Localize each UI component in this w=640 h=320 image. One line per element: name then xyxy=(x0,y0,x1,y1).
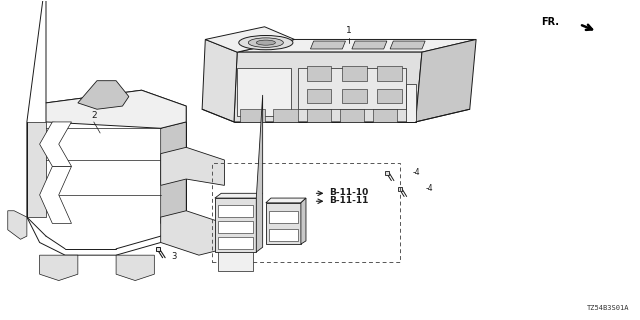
Polygon shape xyxy=(215,198,256,252)
Text: 2: 2 xyxy=(91,111,97,120)
Polygon shape xyxy=(237,39,476,52)
Ellipse shape xyxy=(256,40,275,45)
Polygon shape xyxy=(415,39,476,122)
Text: -4: -4 xyxy=(412,168,420,177)
Bar xyxy=(342,67,367,81)
Polygon shape xyxy=(46,90,186,128)
Text: TZ54B3S01A: TZ54B3S01A xyxy=(586,305,629,311)
Polygon shape xyxy=(266,203,301,244)
Polygon shape xyxy=(205,27,294,52)
Polygon shape xyxy=(390,41,425,49)
Bar xyxy=(307,89,332,103)
Polygon shape xyxy=(27,122,46,217)
Polygon shape xyxy=(298,68,406,109)
Bar xyxy=(212,163,399,261)
Polygon shape xyxy=(301,198,306,244)
Polygon shape xyxy=(237,68,291,116)
Bar xyxy=(218,237,253,249)
Text: B-11-11: B-11-11 xyxy=(330,196,369,205)
Polygon shape xyxy=(161,147,225,185)
Polygon shape xyxy=(234,52,422,122)
Bar xyxy=(269,212,298,223)
Bar xyxy=(273,109,298,122)
Polygon shape xyxy=(352,41,387,49)
Bar xyxy=(241,109,264,122)
Text: 3: 3 xyxy=(172,252,177,261)
Text: 1: 1 xyxy=(346,26,351,35)
Bar xyxy=(218,205,253,217)
Polygon shape xyxy=(161,211,225,255)
Bar xyxy=(373,109,397,122)
Polygon shape xyxy=(406,84,415,122)
Polygon shape xyxy=(202,39,237,122)
Polygon shape xyxy=(40,166,72,223)
Polygon shape xyxy=(256,95,262,252)
Polygon shape xyxy=(161,122,186,223)
Polygon shape xyxy=(215,193,262,198)
Polygon shape xyxy=(218,252,253,271)
Bar xyxy=(378,67,401,81)
Polygon shape xyxy=(116,255,154,281)
Polygon shape xyxy=(40,122,72,166)
Polygon shape xyxy=(310,41,346,49)
Bar xyxy=(269,229,298,241)
Polygon shape xyxy=(78,81,129,109)
Text: B-11-10: B-11-10 xyxy=(330,188,369,197)
Polygon shape xyxy=(8,211,27,239)
Bar xyxy=(340,109,364,122)
Bar xyxy=(378,89,401,103)
Ellipse shape xyxy=(239,36,293,50)
Text: -4: -4 xyxy=(425,184,433,193)
Bar xyxy=(342,89,367,103)
Bar xyxy=(218,221,253,233)
Bar xyxy=(307,67,332,81)
Polygon shape xyxy=(266,198,306,203)
Polygon shape xyxy=(40,255,78,281)
Ellipse shape xyxy=(248,38,284,47)
Text: FR.: FR. xyxy=(541,17,559,27)
Bar xyxy=(307,109,331,122)
Polygon shape xyxy=(27,0,186,255)
